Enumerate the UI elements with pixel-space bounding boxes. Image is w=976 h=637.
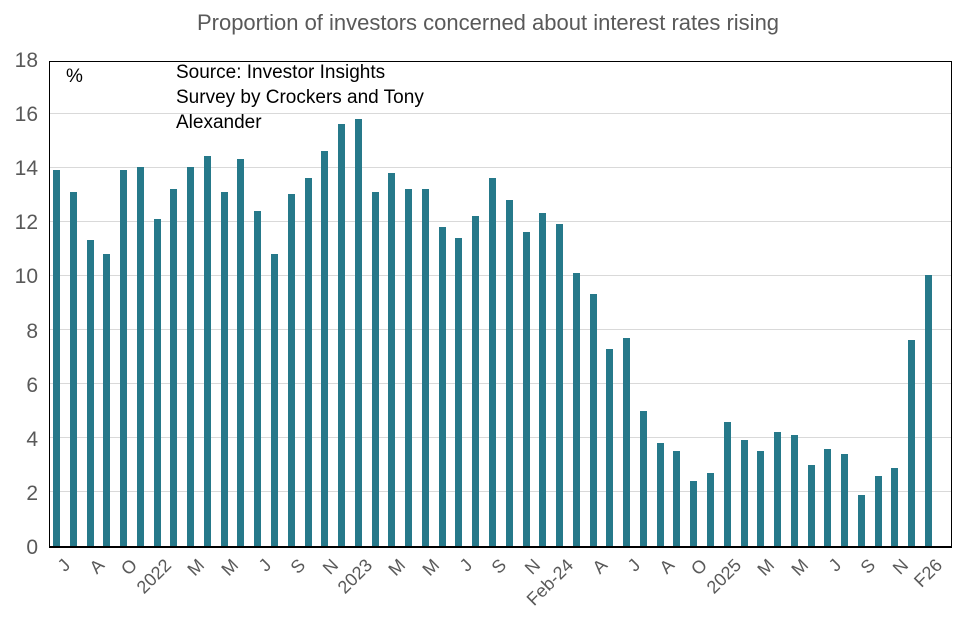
bar bbox=[707, 472, 714, 546]
bar bbox=[405, 188, 413, 546]
bar bbox=[673, 451, 681, 546]
bar bbox=[556, 224, 564, 546]
chart-title: Proportion of investors concerned about … bbox=[196, 10, 780, 35]
y-tick-label: 6 bbox=[26, 373, 38, 397]
bar bbox=[354, 118, 362, 546]
gridline bbox=[50, 112, 951, 114]
bar bbox=[774, 432, 782, 546]
bar bbox=[338, 123, 346, 546]
y-axis-unit-label: % bbox=[66, 66, 83, 87]
source-note-line: Alexander bbox=[176, 112, 262, 133]
bar bbox=[589, 294, 597, 546]
gridline bbox=[50, 329, 951, 331]
y-tick-label: 14 bbox=[14, 157, 38, 181]
bar bbox=[421, 188, 429, 546]
gridline bbox=[50, 491, 951, 493]
bar bbox=[438, 226, 446, 546]
source-note: Source: Investor Insights Survey by Croc… bbox=[176, 60, 424, 135]
y-tick-label: 4 bbox=[26, 427, 38, 451]
bar bbox=[203, 156, 211, 546]
bar bbox=[254, 210, 262, 546]
bar bbox=[455, 237, 463, 546]
y-tick-label: 10 bbox=[14, 265, 38, 289]
bar bbox=[572, 272, 580, 546]
bar bbox=[857, 494, 865, 546]
bar bbox=[170, 188, 178, 546]
gridline bbox=[50, 166, 951, 168]
bar bbox=[740, 440, 748, 546]
y-tick-label: 16 bbox=[14, 103, 38, 127]
bar bbox=[539, 213, 547, 546]
y-tick-label: 18 bbox=[14, 49, 38, 72]
bar bbox=[237, 159, 245, 546]
bar bbox=[723, 421, 731, 546]
bar bbox=[891, 467, 899, 546]
plot-area: % Source: Investor Insights Survey by Cr… bbox=[49, 61, 952, 548]
bar bbox=[874, 475, 882, 546]
bar bbox=[841, 454, 849, 546]
bar bbox=[321, 151, 329, 546]
bar bbox=[69, 191, 77, 546]
source-note-line: Source: Investor Insights bbox=[176, 62, 386, 83]
bar bbox=[53, 169, 60, 546]
gridline bbox=[50, 437, 951, 439]
bar bbox=[639, 410, 647, 546]
bar bbox=[388, 172, 396, 546]
bar bbox=[472, 215, 480, 546]
bar bbox=[86, 240, 94, 546]
bar bbox=[103, 253, 111, 546]
bar bbox=[623, 337, 631, 546]
bar bbox=[220, 191, 228, 546]
source-note-line: Survey by Crockers and Tony bbox=[176, 87, 424, 108]
bar bbox=[757, 451, 765, 546]
y-tick-label: 12 bbox=[14, 211, 38, 235]
bar bbox=[908, 340, 916, 546]
y-tick-label: 2 bbox=[26, 481, 38, 505]
bar bbox=[120, 169, 128, 546]
bar bbox=[807, 464, 815, 546]
bar bbox=[136, 167, 144, 546]
bar bbox=[606, 348, 614, 546]
gridline bbox=[50, 220, 951, 222]
bar bbox=[187, 167, 195, 546]
bar bbox=[656, 443, 664, 546]
y-tick-label: 0 bbox=[26, 536, 38, 559]
bar bbox=[287, 194, 295, 546]
bar bbox=[522, 232, 530, 546]
bar bbox=[371, 191, 379, 546]
bar bbox=[925, 275, 932, 546]
bar bbox=[304, 178, 312, 546]
gridline bbox=[50, 383, 951, 385]
bar bbox=[690, 481, 698, 546]
bar bbox=[271, 253, 278, 546]
gridline bbox=[50, 274, 951, 276]
bar bbox=[489, 178, 496, 546]
y-tick-label: 8 bbox=[26, 319, 38, 343]
bar bbox=[790, 435, 798, 546]
bar bbox=[505, 199, 513, 546]
bar bbox=[153, 218, 161, 546]
bar bbox=[824, 448, 832, 546]
